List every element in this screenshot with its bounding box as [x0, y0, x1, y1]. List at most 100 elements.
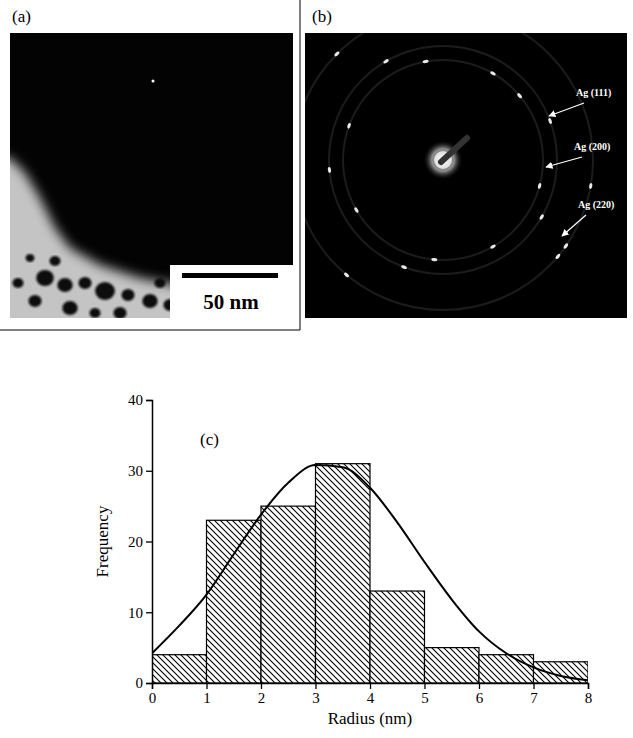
- histogram-bar: [207, 520, 262, 683]
- tick-label: 1: [203, 690, 211, 706]
- tick: 6: [476, 683, 484, 706]
- tick: 0: [136, 675, 153, 691]
- diffraction-spot: [347, 122, 352, 129]
- y-axis-title: Frequency: [93, 505, 112, 577]
- histogram-bar: [261, 506, 316, 683]
- nanoparticle: [50, 256, 61, 266]
- diffraction-spot: [328, 167, 332, 173]
- y-axis: 0 10 20 30 40: [128, 392, 153, 691]
- tick-label: 2: [258, 690, 266, 706]
- panel-label: (a): [12, 7, 31, 26]
- diffraction-ring: [343, 60, 543, 260]
- ring-label: Ag (111): [576, 87, 611, 99]
- x-axis-title: Radius (nm): [328, 709, 413, 728]
- histogram-bar: [152, 655, 207, 683]
- nanoparticle: [36, 270, 54, 286]
- scale-bar-label: 50 nm: [203, 290, 259, 314]
- tick-label: 7: [530, 690, 538, 706]
- tick: 3: [312, 683, 320, 706]
- tick-label: 5: [421, 690, 429, 706]
- nanoparticle: [142, 294, 157, 308]
- nanoparticle: [95, 282, 115, 300]
- tick-label: 30: [128, 463, 143, 479]
- diffraction-ring: [329, 46, 557, 274]
- tick-label: 0: [136, 675, 144, 691]
- tick-mark: [146, 400, 152, 401]
- tick-mark: [146, 541, 152, 542]
- nanoparticle: [78, 277, 91, 289]
- tick-mark: [588, 683, 589, 689]
- nanoparticle: [90, 308, 101, 318]
- diffraction-spot: [563, 243, 569, 250]
- tick: 1: [203, 683, 211, 706]
- bright-spot: [152, 80, 155, 83]
- x-axis: 0 1 2 3 4 5 6 7 8: [149, 683, 593, 706]
- histogram-bar: [425, 648, 480, 683]
- annotation-arrow: [549, 103, 584, 116]
- tick-label: 4: [367, 690, 375, 706]
- diffraction-spot: [516, 92, 522, 99]
- tick-label: 6: [476, 690, 484, 706]
- tick-mark: [146, 612, 152, 613]
- tick-mark: [479, 683, 480, 689]
- plot-area: [152, 464, 588, 683]
- tick: 10: [128, 605, 152, 621]
- tick-label: 20: [128, 534, 143, 550]
- nanoparticle: [155, 278, 166, 288]
- tick-label: 3: [312, 690, 320, 706]
- diffraction-spot: [383, 58, 390, 64]
- figure: (a) 50 nm (b) Ag (111) Ag (200) Ag (220) 0 1 2 3 4…: [0, 0, 633, 738]
- diffraction-spot: [548, 118, 553, 125]
- diffraction-spot: [401, 265, 408, 270]
- tick-mark: [424, 683, 425, 689]
- histogram-bar: [479, 655, 534, 683]
- tick-mark: [261, 683, 262, 689]
- tick: 0: [149, 683, 157, 706]
- diffraction-spot: [490, 71, 497, 77]
- nanoparticle: [62, 301, 77, 315]
- nanoparticle: [26, 254, 35, 262]
- diffraction-image: [305, 33, 627, 318]
- tick-mark: [146, 683, 152, 684]
- axis-line: [153, 684, 589, 690]
- fit-curve: [152, 465, 588, 680]
- tick: 7: [530, 683, 538, 706]
- annotation-arrow: [546, 157, 582, 167]
- diffraction-spot: [589, 183, 593, 189]
- diffraction-ring: [305, 33, 593, 310]
- tick: 40: [128, 392, 152, 408]
- tick-mark: [533, 683, 534, 689]
- tick: 20: [128, 534, 152, 550]
- tick-mark: [206, 683, 207, 689]
- tick: 4: [367, 683, 375, 706]
- tick: 2: [258, 683, 266, 706]
- axis-line: [146, 401, 153, 684]
- panel-label: (b): [312, 7, 332, 26]
- nanoparticle: [28, 295, 41, 307]
- tick-mark: [370, 683, 371, 689]
- scale-bar: [182, 273, 278, 278]
- beam-stopper: [441, 138, 467, 162]
- image-background: [10, 33, 293, 318]
- image-background: [305, 33, 627, 318]
- nanoparticle: [57, 278, 72, 292]
- nanoparticle: [13, 278, 24, 288]
- tick-label: 0: [149, 690, 157, 706]
- diffraction-spot: [490, 244, 497, 250]
- tick-label: 8: [585, 690, 593, 706]
- ring-label: Ag (200): [574, 141, 610, 153]
- panel-separator: [300, 0, 301, 330]
- scale-bar-box: [170, 265, 293, 318]
- tick-label: 10: [128, 605, 143, 621]
- tick-mark: [146, 471, 152, 472]
- ring-label: Ag (220): [578, 199, 614, 211]
- diffraction-spot: [343, 272, 350, 278]
- histogram-bar: [316, 464, 371, 683]
- tick: 8: [585, 683, 593, 706]
- diffraction-spot: [334, 51, 341, 58]
- histogram-bar: [370, 591, 425, 683]
- diffraction-spot: [431, 258, 437, 262]
- nanoparticle: [113, 307, 126, 318]
- tem-image: [10, 33, 293, 318]
- tick: 5: [421, 683, 429, 706]
